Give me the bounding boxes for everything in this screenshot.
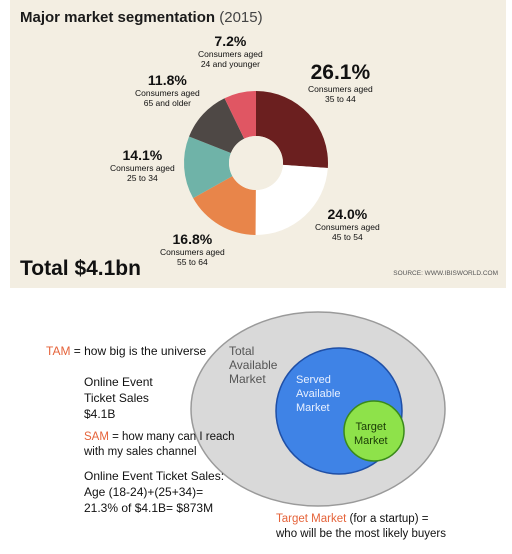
target-market-circle <box>343 400 405 462</box>
sam-value-block: Online Event Ticket Sales: Age (18-24)+(… <box>84 468 224 516</box>
slice-label-25-34: 14.1% Consumers aged 25 to 34 <box>110 147 175 183</box>
slice-percent: 11.8% <box>147 72 187 88</box>
sam-line: 21.3% of $4.1B= $873M <box>84 501 214 515</box>
sam-definition: SAM = how many can I reach with my sales… <box>84 430 235 460</box>
tam-line: $4.1B <box>84 407 116 421</box>
tam-value-block: Online Event Ticket Sales $4.1B <box>84 374 153 422</box>
target-market-def-text: (for a startup) = <box>346 513 429 525</box>
tam-line: Online Event <box>84 375 153 389</box>
donut-slice-5 <box>224 91 256 139</box>
donut-slice-4 <box>189 98 245 154</box>
donut-slice-2 <box>193 176 256 235</box>
tam-circle-label: Total Available Market <box>229 344 278 386</box>
chart-title: Major market segmentation (2015) <box>20 9 263 26</box>
donut-slice-1 <box>255 164 328 235</box>
tam-def-text: = how big is the universe <box>70 344 207 358</box>
sam-line: Age (18-24)+(25+34)= <box>84 485 204 499</box>
chart-year: (2015) <box>219 9 263 26</box>
slice-percent: 7.2% <box>214 33 247 49</box>
sam-term: SAM <box>84 431 109 443</box>
chart-title-text: Major market segmentation <box>20 9 216 26</box>
tam-term: TAM <box>46 344 71 358</box>
tam-definition: TAM = how big is the universe <box>46 344 206 358</box>
slice-label-45-54: 24.0% Consumers aged 45 to 54 <box>315 206 380 242</box>
slice-description: Consumers aged 65 and older <box>135 88 200 108</box>
source-credit: SOURCE: WWW.IBISWORLD.COM <box>393 270 498 277</box>
target-market-circle-label: Target Market <box>354 421 388 447</box>
market-segmentation-infographic: Major market segmentation (2015) 26.1% C… <box>10 0 506 288</box>
target-market-definition: Target Market (for a startup) = who will… <box>276 512 446 542</box>
slice-percent: 24.0% <box>327 206 368 222</box>
donut-slice-3 <box>184 136 233 199</box>
donut-chart <box>184 91 328 235</box>
sam-def-text-2: with my sales channel <box>84 446 197 458</box>
slice-description: Consumers aged 24 and younger <box>198 49 263 69</box>
slice-description: Consumers aged 35 to 44 <box>308 84 373 104</box>
slice-label-35-44: 26.1% Consumers aged 35 to 44 <box>308 61 373 105</box>
donut-hole <box>229 136 283 190</box>
slice-percent: 14.1% <box>122 147 163 163</box>
slice-percent: 16.8% <box>172 231 213 247</box>
sam-circle-label: Served Available Market <box>296 374 341 414</box>
target-market-term: Target Market <box>276 513 347 525</box>
donut-slice-0 <box>256 91 328 168</box>
slice-label-24-younger: 7.2% Consumers aged 24 and younger <box>198 33 263 69</box>
slice-description: Consumers aged 55 to 64 <box>160 247 225 267</box>
target-market-def-text-2: who will be the most likely buyers <box>276 528 447 540</box>
sam-def-text: = how many can I reach <box>108 431 235 443</box>
market-total: Total $4.1bn <box>20 257 141 280</box>
sam-line: Online Event Ticket Sales: <box>84 469 225 483</box>
slice-label-65-older: 11.8% Consumers aged 65 and older <box>135 72 200 108</box>
slice-percent: 26.1% <box>310 61 371 84</box>
slice-description: Consumers aged 45 to 54 <box>315 222 380 242</box>
slice-label-55-64: 16.8% Consumers aged 55 to 64 <box>160 231 225 267</box>
slice-description: Consumers aged 25 to 34 <box>110 163 175 183</box>
tam-line: Ticket Sales <box>84 391 149 405</box>
